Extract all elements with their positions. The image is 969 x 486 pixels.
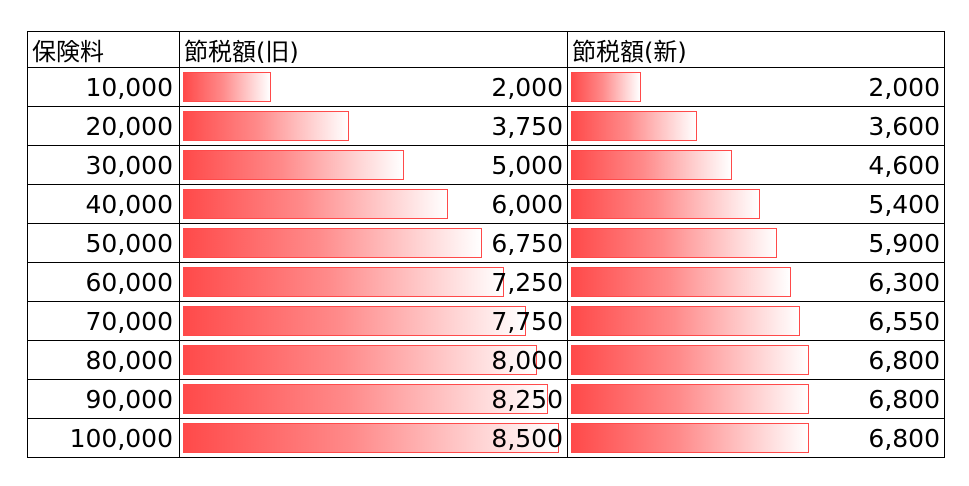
premium-cell: 80,000 bbox=[27, 340, 180, 380]
new-tax-saving-value: 5,900 bbox=[868, 228, 940, 258]
new-tax-saving-cell: 6,550 bbox=[567, 301, 945, 341]
header-premium: 保険料 bbox=[27, 31, 180, 68]
old-tax-saving-bar bbox=[183, 228, 482, 258]
table-row: 70,000 7,750 6,550 bbox=[27, 301, 945, 341]
old-tax-saving-cell: 8,250 bbox=[179, 379, 568, 419]
table-row: 10,000 2,000 2,000 bbox=[27, 67, 945, 107]
old-tax-saving-bar bbox=[183, 306, 526, 336]
old-tax-saving-cell: 5,000 bbox=[179, 145, 568, 185]
old-tax-saving-bar bbox=[183, 150, 404, 180]
premium-cell: 70,000 bbox=[27, 301, 180, 341]
header-old-tax-saving: 節税額(旧) bbox=[179, 31, 568, 68]
old-tax-saving-value: 8,250 bbox=[491, 384, 563, 414]
old-tax-saving-value: 7,250 bbox=[491, 267, 563, 297]
old-tax-saving-cell: 3,750 bbox=[179, 106, 568, 146]
old-tax-saving-cell: 2,000 bbox=[179, 67, 568, 107]
premium-cell: 90,000 bbox=[27, 379, 180, 419]
new-tax-saving-cell: 5,400 bbox=[567, 184, 945, 224]
old-tax-saving-value: 6,000 bbox=[491, 189, 563, 219]
old-tax-saving-value: 3,750 bbox=[491, 111, 563, 141]
premium-cell: 100,000 bbox=[27, 418, 180, 458]
new-tax-saving-value: 6,800 bbox=[868, 345, 940, 375]
old-tax-saving-bar bbox=[183, 384, 548, 414]
premium-cell: 20,000 bbox=[27, 106, 180, 146]
old-tax-saving-value: 2,000 bbox=[491, 72, 563, 102]
table-row: 40,000 6,000 5,400 bbox=[27, 184, 945, 224]
old-tax-saving-bar bbox=[183, 423, 559, 453]
new-tax-saving-bar bbox=[571, 189, 760, 219]
new-tax-saving-value: 6,550 bbox=[868, 306, 940, 336]
header-new-tax-saving: 節税額(新) bbox=[567, 31, 945, 68]
new-tax-saving-value: 2,000 bbox=[868, 72, 940, 102]
old-tax-saving-cell: 8,500 bbox=[179, 418, 568, 458]
premium-cell: 50,000 bbox=[27, 223, 180, 263]
table-row: 60,000 7,250 6,300 bbox=[27, 262, 945, 302]
new-tax-saving-cell: 6,800 bbox=[567, 379, 945, 419]
new-tax-saving-bar bbox=[571, 384, 809, 414]
new-tax-saving-bar bbox=[571, 150, 732, 180]
old-tax-saving-cell: 7,250 bbox=[179, 262, 568, 302]
header-row: 保険料 節税額(旧) 節税額(新) bbox=[27, 31, 945, 68]
new-tax-saving-cell: 6,300 bbox=[567, 262, 945, 302]
new-tax-saving-bar bbox=[571, 306, 800, 336]
old-tax-saving-cell: 6,750 bbox=[179, 223, 568, 263]
new-tax-saving-cell: 6,800 bbox=[567, 418, 945, 458]
table-row: 50,000 6,750 5,900 bbox=[27, 223, 945, 263]
premium-cell: 30,000 bbox=[27, 145, 180, 185]
new-tax-saving-cell: 4,600 bbox=[567, 145, 945, 185]
old-tax-saving-cell: 6,000 bbox=[179, 184, 568, 224]
old-tax-saving-bar bbox=[183, 72, 271, 102]
new-tax-saving-cell: 2,000 bbox=[567, 67, 945, 107]
new-tax-saving-bar bbox=[571, 72, 641, 102]
new-tax-saving-value: 5,400 bbox=[868, 189, 940, 219]
table-row: 90,000 8,250 6,800 bbox=[27, 379, 945, 419]
new-tax-saving-cell: 6,800 bbox=[567, 340, 945, 380]
new-tax-saving-bar bbox=[571, 228, 777, 258]
tax-saving-table: 保険料 節税額(旧) 節税額(新) 10,000 2,000 2,000 20,000… bbox=[27, 31, 945, 458]
new-tax-saving-bar bbox=[571, 267, 791, 297]
premium-cell: 40,000 bbox=[27, 184, 180, 224]
new-tax-saving-value: 3,600 bbox=[868, 111, 940, 141]
old-tax-saving-value: 7,750 bbox=[491, 306, 563, 336]
table-row: 80,000 8,000 6,800 bbox=[27, 340, 945, 380]
old-tax-saving-bar bbox=[183, 345, 537, 375]
old-tax-saving-bar bbox=[183, 267, 504, 297]
old-tax-saving-cell: 7,750 bbox=[179, 301, 568, 341]
table-row: 100,000 8,500 6,800 bbox=[27, 418, 945, 458]
new-tax-saving-bar bbox=[571, 423, 809, 453]
old-tax-saving-value: 5,000 bbox=[491, 150, 563, 180]
old-tax-saving-bar bbox=[183, 189, 448, 219]
new-tax-saving-bar bbox=[571, 345, 809, 375]
table-row: 20,000 3,750 3,600 bbox=[27, 106, 945, 146]
old-tax-saving-cell: 8,000 bbox=[179, 340, 568, 380]
premium-cell: 60,000 bbox=[27, 262, 180, 302]
premium-cell: 10,000 bbox=[27, 67, 180, 107]
new-tax-saving-cell: 3,600 bbox=[567, 106, 945, 146]
new-tax-saving-value: 6,800 bbox=[868, 384, 940, 414]
old-tax-saving-value: 8,500 bbox=[491, 423, 563, 453]
new-tax-saving-bar bbox=[571, 111, 697, 141]
new-tax-saving-value: 4,600 bbox=[868, 150, 940, 180]
old-tax-saving-value: 6,750 bbox=[491, 228, 563, 258]
old-tax-saving-value: 8,000 bbox=[491, 345, 563, 375]
old-tax-saving-bar bbox=[183, 111, 349, 141]
table-row: 30,000 5,000 4,600 bbox=[27, 145, 945, 185]
new-tax-saving-value: 6,300 bbox=[868, 267, 940, 297]
new-tax-saving-value: 6,800 bbox=[868, 423, 940, 453]
new-tax-saving-cell: 5,900 bbox=[567, 223, 945, 263]
